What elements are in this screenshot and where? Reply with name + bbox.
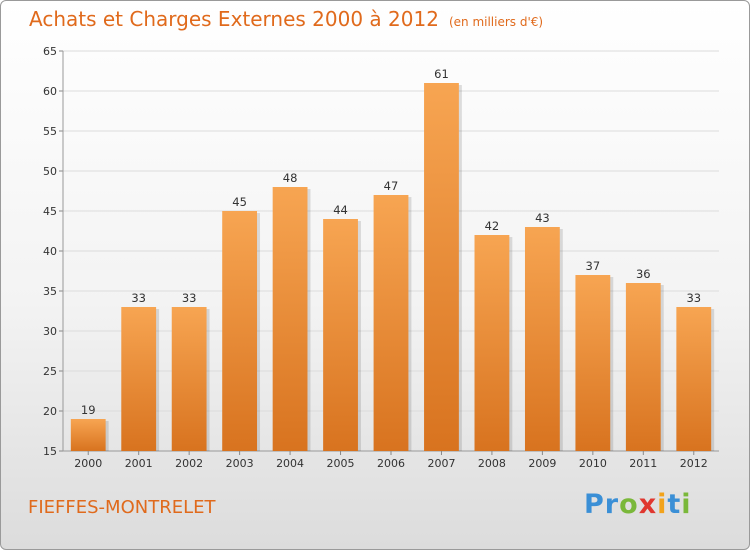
x-tick-label: 2011 <box>629 457 657 470</box>
bar-value-label: 45 <box>232 195 247 209</box>
proxiti-logo[interactable]: Proxiti <box>584 489 692 520</box>
x-tick-label: 2008 <box>478 457 506 470</box>
x-tick-label: 2004 <box>276 457 304 470</box>
y-tick-label: 65 <box>43 45 57 58</box>
value-labels: 19 33 33 45 48 44 47 61 42 43 37 36 33 <box>81 67 701 417</box>
bar <box>121 307 157 451</box>
bar <box>575 275 611 451</box>
y-tick-label: 60 <box>43 85 57 98</box>
chart-title: Achats et Charges Externes 2000 à 2012 (e… <box>29 7 543 31</box>
bar <box>625 283 661 451</box>
y-tick-label: 20 <box>43 405 57 418</box>
x-tick-label: 2007 <box>427 457 455 470</box>
x-tick-label: 2006 <box>377 457 405 470</box>
logo-letter: t <box>667 489 682 520</box>
y-tick-label: 40 <box>43 245 57 258</box>
x-tick-label: 2002 <box>175 457 203 470</box>
x-tick-label: 2001 <box>125 457 153 470</box>
y-tick-label: 50 <box>43 165 57 178</box>
bar-value-label: 61 <box>434 67 449 81</box>
bar-value-label: 43 <box>535 211 550 225</box>
bar <box>524 227 560 451</box>
bar <box>171 307 207 451</box>
bar <box>272 187 308 451</box>
bar-value-label: 37 <box>586 259 601 273</box>
bar <box>373 195 409 451</box>
bar <box>424 83 459 451</box>
bar-value-label: 42 <box>485 219 500 233</box>
x-tick-label: 2009 <box>528 457 556 470</box>
y-tick-label: 25 <box>43 365 57 378</box>
bars <box>70 83 715 451</box>
logo-letter: P <box>584 489 605 520</box>
bar <box>70 419 106 451</box>
logo-letter: i <box>657 489 668 520</box>
bar-value-label: 19 <box>81 403 96 417</box>
y-tick-label: 15 <box>43 445 57 458</box>
y-tick-label: 30 <box>43 325 57 338</box>
bar-value-label: 47 <box>384 179 399 193</box>
x-tick-label: 2012 <box>680 457 708 470</box>
bar-value-label: 44 <box>333 203 348 217</box>
commune-name: FIEFFES-MONTRELET <box>28 497 216 518</box>
logo-letter: i <box>681 489 692 520</box>
bar-value-label: 33 <box>131 291 146 305</box>
bar <box>222 211 258 451</box>
bar-value-label: 36 <box>636 267 651 281</box>
bar-value-label: 48 <box>283 171 298 185</box>
bar-value-label: 33 <box>686 291 701 305</box>
bar <box>474 235 510 451</box>
chart-title-main: Achats et Charges Externes 2000 à 2012 <box>29 7 439 31</box>
x-tick-label: 2005 <box>327 457 355 470</box>
x-tick-label: 2010 <box>579 457 607 470</box>
bar <box>323 219 358 451</box>
y-tick-label: 55 <box>43 125 57 138</box>
bar <box>676 307 712 451</box>
y-tick-label: 45 <box>43 205 57 218</box>
bar-value-label: 33 <box>182 291 197 305</box>
x-tick-label: 2003 <box>226 457 254 470</box>
y-tick-label: 35 <box>43 285 57 298</box>
logo-letter: o <box>619 489 639 520</box>
chart-subtitle: (en milliers d'€) <box>448 15 544 29</box>
x-tick-label: 2000 <box>74 457 102 470</box>
logo-letter: r <box>604 489 620 520</box>
logo-letter: x <box>638 489 658 520</box>
